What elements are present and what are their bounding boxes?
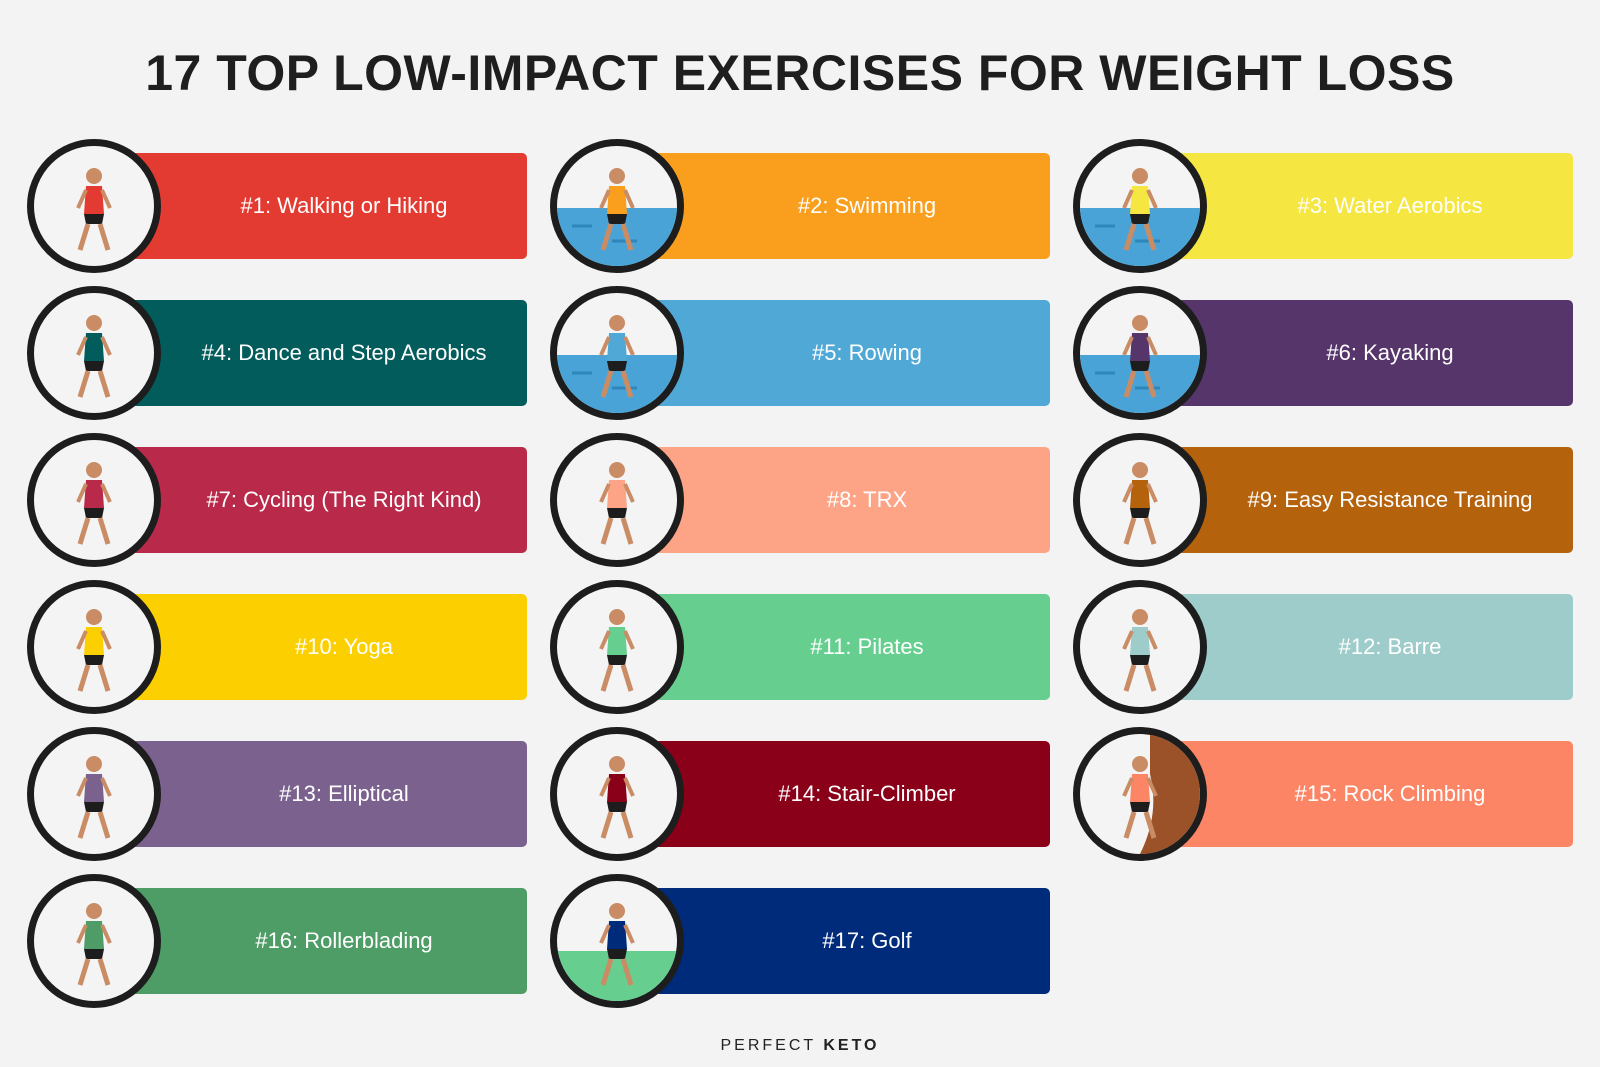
exercise-banner: #9: Easy Resistance Training [1177, 447, 1573, 553]
pilates-icon [599, 609, 635, 692]
exercise-item: #14: Stair-Climber [550, 727, 1050, 861]
water-aerobics-icon [1080, 168, 1200, 266]
exercise-illustration [550, 433, 684, 567]
exercise-label: #13: Elliptical [279, 781, 409, 806]
logo-text-bold: KETO [823, 1037, 880, 1054]
exercise-illustration [27, 580, 161, 714]
exercise-label: #8: TRX [826, 487, 908, 512]
golf-icon [557, 903, 677, 1001]
exercise-label: #2: Swimming [797, 193, 937, 218]
exercise-item: #6: Kayaking [1073, 286, 1573, 420]
exercise-banner: #3: Water Aerobics [1177, 153, 1573, 259]
exercise-label: #5: Rowing [811, 340, 923, 365]
exercise-banner: #5: Rowing [654, 300, 1050, 406]
brand-logo: PERFECT KETO [0, 1037, 1600, 1055]
resistance-band-icon [1122, 462, 1158, 545]
rollerblading-icon [76, 903, 112, 986]
rock-climbing-icon [1122, 734, 1200, 854]
exercise-banner: #1: Walking or Hiking [131, 153, 527, 259]
trx-icon [599, 462, 635, 545]
exercise-banner: #7: Cycling (The Right Kind) [131, 447, 527, 553]
exercise-label: #15: Rock Climbing [1294, 781, 1486, 806]
exercise-banner: #2: Swimming [654, 153, 1050, 259]
page-title: 17 TOP LOW-IMPACT EXERCISES FOR WEIGHT L… [145, 45, 1455, 101]
exercise-item: #17: Golf [550, 874, 1050, 1008]
exercise-illustration [1073, 286, 1207, 420]
exercise-label: #14: Stair-Climber [778, 781, 956, 806]
exercise-item: #10: Yoga [27, 580, 527, 714]
exercise-illustration [27, 286, 161, 420]
exercise-label: #17: Golf [822, 928, 912, 953]
exercise-illustration [27, 727, 161, 861]
exercise-banner: #6: Kayaking [1177, 300, 1573, 406]
exercise-label: #6: Kayaking [1326, 340, 1454, 365]
exercise-banner: #4: Dance and Step Aerobics [131, 300, 527, 406]
exercise-label: #11: Pilates [810, 634, 924, 659]
exercise-illustration [550, 286, 684, 420]
exercise-label: #9: Easy Resistance Training [1247, 487, 1533, 512]
kayaking-icon [1080, 315, 1200, 413]
exercise-item: #3: Water Aerobics [1073, 139, 1573, 273]
barre-icon [1122, 609, 1158, 692]
elliptical-icon [76, 756, 112, 839]
logo-text-light: PERFECT [720, 1037, 816, 1054]
exercise-banner: #13: Elliptical [131, 741, 527, 847]
exercise-illustration [1073, 433, 1207, 567]
exercise-banner: #15: Rock Climbing [1177, 741, 1573, 847]
step-aerobics-icon [76, 315, 112, 398]
exercise-label: #16: Rollerblading [255, 928, 433, 953]
rowing-icon [557, 315, 677, 413]
exercise-item: #13: Elliptical [27, 727, 527, 861]
swimming-icon [557, 168, 677, 266]
exercise-item: #2: Swimming [550, 139, 1050, 273]
exercise-illustration [27, 433, 161, 567]
exercise-illustration [550, 727, 684, 861]
exercise-illustration [1073, 727, 1207, 861]
exercise-banner: #11: Pilates [654, 594, 1050, 700]
cycling-icon [76, 462, 112, 545]
exercise-illustration [27, 874, 161, 1008]
exercise-item: #4: Dance and Step Aerobics [27, 286, 527, 420]
exercise-item: #5: Rowing [550, 286, 1050, 420]
exercise-label: #7: Cycling (The Right Kind) [206, 487, 482, 512]
exercise-illustration [27, 139, 161, 273]
exercise-illustration [550, 874, 684, 1008]
exercise-item: #9: Easy Resistance Training [1073, 433, 1573, 567]
exercise-illustration [1073, 139, 1207, 273]
exercise-label: #4: Dance and Step Aerobics [201, 340, 487, 365]
exercise-item: #12: Barre [1073, 580, 1573, 714]
stair-climber-icon [599, 756, 635, 839]
walking-icon [76, 168, 112, 251]
exercise-item: #8: TRX [550, 433, 1050, 567]
exercise-label: #3: Water Aerobics [1297, 193, 1483, 218]
exercise-item: #1: Walking or Hiking [27, 139, 527, 273]
exercise-illustration [550, 139, 684, 273]
exercise-banner: #10: Yoga [131, 594, 527, 700]
exercise-label: #1: Walking or Hiking [240, 193, 448, 218]
exercise-illustration [1073, 580, 1207, 714]
exercise-item: #16: Rollerblading [27, 874, 527, 1008]
exercise-banner: #16: Rollerblading [131, 888, 527, 994]
exercise-banner: #12: Barre [1177, 594, 1573, 700]
exercise-illustration [550, 580, 684, 714]
exercise-banner: #8: TRX [654, 447, 1050, 553]
exercise-banner: #17: Golf [654, 888, 1050, 994]
exercise-item: #7: Cycling (The Right Kind) [27, 433, 527, 567]
exercise-item: #15: Rock Climbing [1073, 727, 1573, 861]
exercise-item: #11: Pilates [550, 580, 1050, 714]
exercise-banner: #14: Stair-Climber [654, 741, 1050, 847]
exercise-label: #12: Barre [1338, 634, 1442, 659]
exercise-label: #10: Yoga [295, 634, 393, 659]
yoga-icon [76, 609, 112, 692]
